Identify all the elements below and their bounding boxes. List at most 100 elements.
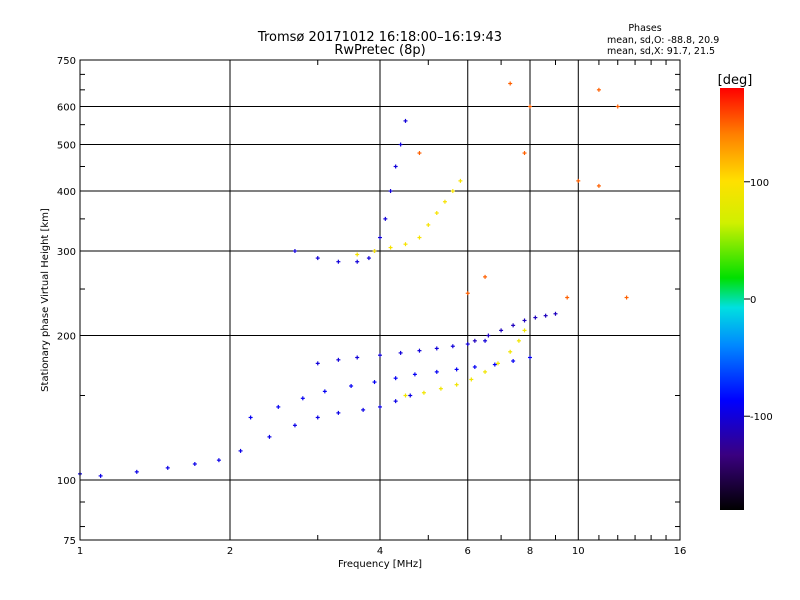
data-point bbox=[516, 338, 521, 343]
x-tick-label: 4 bbox=[377, 546, 383, 557]
data-point bbox=[336, 410, 341, 415]
data-point bbox=[596, 87, 601, 92]
data-point bbox=[248, 415, 253, 420]
phase-info-x: mean, sd,X: 91.7, 21.5 bbox=[607, 46, 715, 57]
data-point bbox=[276, 404, 281, 409]
data-point bbox=[366, 256, 371, 261]
data-point bbox=[454, 367, 459, 372]
colorbar-label: [deg] bbox=[718, 73, 753, 88]
y-tick-label: 75 bbox=[63, 536, 76, 547]
colorbar-tick-label: 100 bbox=[750, 178, 769, 189]
data-point bbox=[393, 164, 398, 169]
data-point bbox=[417, 151, 422, 156]
data-point bbox=[565, 295, 570, 300]
data-point bbox=[361, 407, 366, 412]
chart-title: Tromsø 20171012 16:18:00–16:19:43 bbox=[257, 30, 502, 45]
data-point bbox=[495, 361, 500, 366]
data-point bbox=[543, 313, 548, 318]
data-point bbox=[192, 461, 197, 466]
data-point bbox=[315, 256, 320, 261]
colorbar-ticks: 100 0 -100 bbox=[744, 178, 773, 423]
y-tick-label: 500 bbox=[57, 141, 76, 152]
y-axis-label: Stationary phase Virtual Height [km] bbox=[40, 208, 51, 392]
x-axis-label: Frequency [MHz] bbox=[338, 559, 422, 570]
y-tick-label: 600 bbox=[57, 103, 76, 114]
data-point bbox=[403, 393, 408, 398]
data-point bbox=[434, 369, 439, 374]
data-point bbox=[615, 104, 620, 109]
data-point bbox=[426, 222, 431, 227]
data-point bbox=[499, 328, 504, 333]
data-point bbox=[336, 357, 341, 362]
data-point bbox=[388, 189, 393, 194]
data-point bbox=[533, 315, 538, 320]
data-point bbox=[483, 274, 488, 279]
data-point bbox=[417, 348, 422, 353]
data-point bbox=[292, 423, 297, 428]
x-tick-label: 6 bbox=[465, 546, 471, 557]
data-point bbox=[403, 118, 408, 123]
data-point bbox=[454, 382, 459, 387]
data-point bbox=[522, 318, 527, 323]
ticks-layer: 1 2 4 6 8 10 16 75 100 200 300 400 500 600 750 bbox=[57, 56, 686, 557]
x-tick-label: 1 bbox=[77, 546, 83, 557]
data-point bbox=[388, 245, 393, 250]
data-point bbox=[372, 249, 377, 254]
data-point bbox=[216, 458, 221, 463]
data-point bbox=[238, 448, 243, 453]
data-point bbox=[511, 359, 516, 364]
data-point bbox=[421, 390, 426, 395]
data-point bbox=[372, 380, 377, 385]
data-point bbox=[393, 399, 398, 404]
data-point bbox=[98, 473, 103, 478]
x-tick-label: 2 bbox=[227, 546, 233, 557]
data-point bbox=[486, 333, 491, 338]
x-tick-label: 8 bbox=[527, 546, 533, 557]
points-layer bbox=[78, 81, 629, 478]
data-point bbox=[378, 235, 382, 240]
data-point bbox=[472, 338, 477, 343]
data-point bbox=[315, 361, 320, 366]
data-point bbox=[398, 142, 403, 147]
data-point bbox=[442, 199, 447, 204]
y-tick-label: 100 bbox=[57, 476, 76, 487]
data-point bbox=[469, 377, 474, 382]
y-tick-label: 750 bbox=[57, 56, 76, 67]
y-tick-label: 400 bbox=[57, 187, 76, 198]
data-point bbox=[511, 323, 516, 328]
data-point bbox=[403, 242, 408, 247]
phase-info-o: mean, sd,O: -88.8, 20.9 bbox=[607, 35, 719, 46]
y-tick-label: 200 bbox=[57, 332, 76, 343]
data-point bbox=[292, 249, 297, 254]
chart-subtitle: RwPretec (8p) bbox=[334, 43, 425, 58]
data-point bbox=[528, 104, 532, 109]
colorbar-tick-label: 0 bbox=[750, 295, 756, 306]
data-point bbox=[398, 350, 403, 355]
data-point bbox=[355, 259, 360, 264]
data-point bbox=[378, 353, 382, 358]
grid-layer bbox=[79, 59, 681, 541]
plot-frame bbox=[79, 59, 681, 541]
data-point bbox=[315, 415, 320, 420]
data-point bbox=[412, 372, 417, 377]
data-point bbox=[383, 216, 388, 221]
data-point bbox=[378, 404, 382, 409]
data-point bbox=[508, 349, 513, 354]
x-tick-label: 16 bbox=[674, 546, 687, 557]
data-point bbox=[349, 383, 354, 388]
data-point bbox=[508, 81, 513, 86]
data-point bbox=[465, 342, 470, 347]
data-point bbox=[393, 376, 398, 381]
data-point bbox=[438, 386, 443, 391]
data-point bbox=[553, 311, 558, 316]
data-point bbox=[472, 364, 477, 369]
data-point bbox=[165, 465, 170, 470]
data-point bbox=[450, 344, 455, 349]
data-point bbox=[522, 328, 527, 333]
data-point bbox=[134, 469, 139, 474]
data-point bbox=[355, 355, 360, 360]
data-point bbox=[267, 434, 272, 439]
x-tick-label: 10 bbox=[572, 546, 585, 557]
data-point bbox=[483, 338, 488, 343]
